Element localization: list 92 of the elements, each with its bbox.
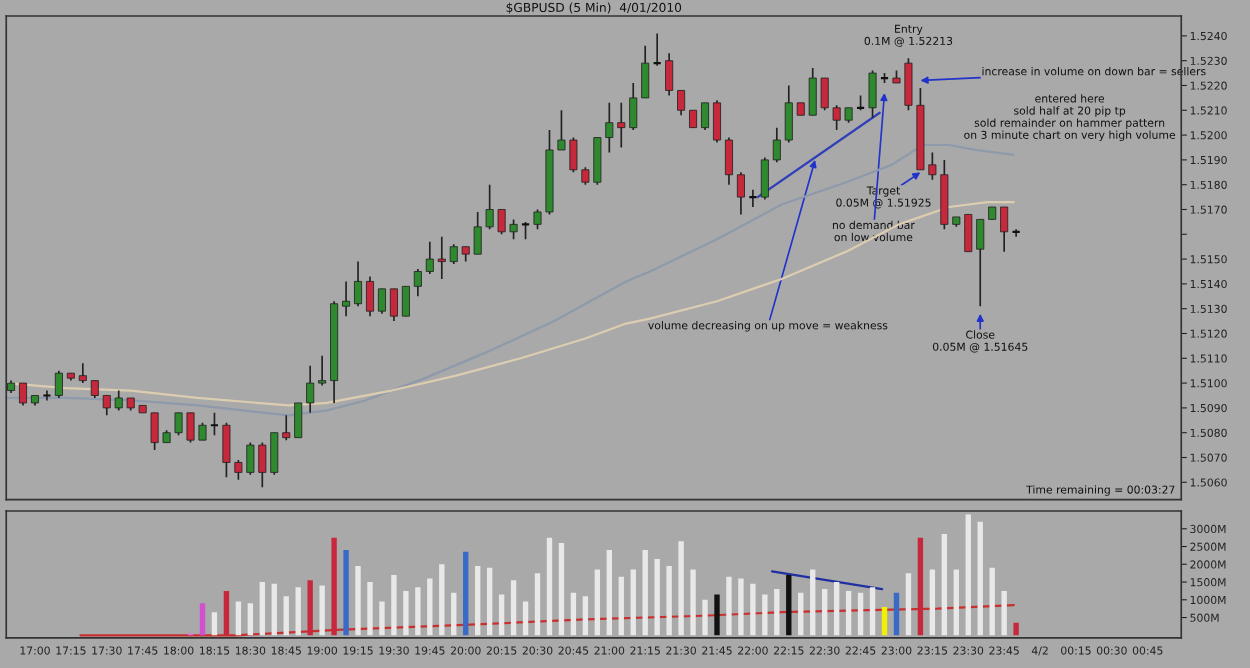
bar [403,590,409,636]
bar [618,576,624,636]
bar [977,521,983,636]
bar [929,569,936,636]
bar [343,550,349,636]
candlestick [413,268,422,298]
bar [463,551,469,636]
bar [367,582,373,636]
bar [702,599,708,636]
bar [558,542,565,636]
bar [247,603,254,636]
bar [654,558,660,636]
bar [738,578,744,636]
candlestick [736,171,745,216]
candlestick [365,275,375,317]
bar [630,569,636,636]
bar [391,574,397,636]
bar [678,541,684,636]
bar [845,590,852,636]
bar [379,601,385,636]
bar [869,587,876,636]
bar [451,592,457,636]
candlestick [377,288,386,315]
bar [486,567,493,636]
candlestick [712,99,721,144]
bar [821,589,828,636]
candlestick [18,382,28,407]
candlestick [437,235,446,280]
bar [857,592,864,636]
bar [666,566,672,636]
candlestick [677,89,686,117]
bar [510,580,517,636]
bar [989,567,995,636]
bar [798,592,804,636]
candlestick [342,280,351,317]
bar [283,596,289,636]
candlestick [54,369,63,399]
bar [235,601,242,636]
bar [1001,590,1007,636]
bar [750,583,756,636]
bar [786,574,792,636]
bar [415,587,421,636]
bar [690,569,696,636]
bar [881,606,888,636]
bar [965,514,971,636]
bar [594,569,601,636]
bar [1013,622,1019,636]
candlestick [294,402,303,439]
bar [762,594,768,636]
bar [522,601,529,636]
candlestick [868,69,877,119]
bar [259,582,265,636]
candlestick [784,84,793,144]
bar [642,550,648,636]
bar [498,594,505,636]
bar [271,583,277,636]
bar [941,534,948,636]
bar [833,582,840,636]
candlestick [1000,206,1009,253]
candlestick [401,285,410,317]
bar [355,566,361,636]
candlestick [665,52,674,97]
bar [211,612,218,636]
bar [810,569,816,636]
bar [534,573,541,636]
bar [427,578,433,636]
candlestick [724,136,733,186]
bar [582,596,589,636]
candlestick [425,240,434,275]
candlestick [389,288,398,322]
candlestick [772,126,781,164]
bar [546,537,553,636]
candlestick [701,102,710,131]
bar [714,594,720,636]
bar [726,576,732,636]
bar [893,592,900,636]
bar [953,569,959,636]
candlestick [760,156,769,201]
candlestick [641,44,650,99]
bar [439,564,445,636]
bar [606,550,612,636]
candlestick [354,260,363,308]
candlestick [78,362,87,384]
bar [774,589,780,636]
bar [199,603,206,636]
bar [319,585,325,636]
bar [905,573,912,636]
bar [295,587,301,636]
candlestick [318,354,327,387]
bar [474,566,481,636]
candlestick [306,364,315,414]
bar [570,592,577,636]
